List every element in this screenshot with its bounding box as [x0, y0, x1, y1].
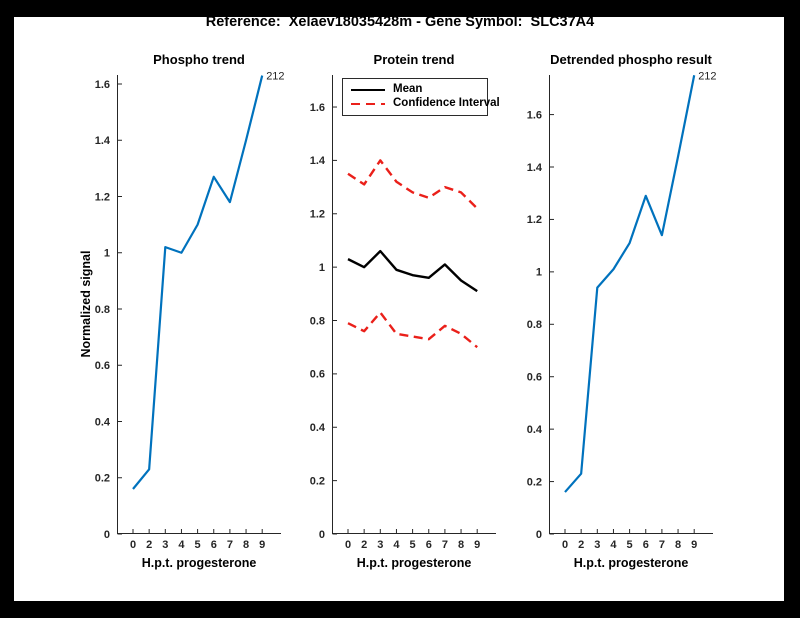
subplot1-title: Phospho trend: [153, 52, 245, 67]
legend-item-mean: Mean: [343, 84, 487, 96]
svg-text:6: 6: [643, 539, 649, 551]
svg-text:1.4: 1.4: [95, 135, 111, 147]
svg-text:9: 9: [691, 539, 697, 551]
legend: Mean Confidence Interval: [342, 78, 500, 116]
svg-text:1.6: 1.6: [95, 79, 110, 91]
svg-text:0: 0: [562, 539, 568, 551]
legend-label-mean: Mean: [393, 83, 423, 96]
svg-text:7: 7: [442, 539, 448, 551]
svg-text:0.2: 0.2: [95, 473, 110, 485]
svg-text:3: 3: [594, 539, 600, 551]
svg-text:0.6: 0.6: [95, 360, 110, 372]
svg-text:8: 8: [675, 539, 681, 551]
svg-text:0.2: 0.2: [310, 475, 325, 487]
svg-text:0: 0: [130, 539, 136, 551]
svg-text:0.4: 0.4: [527, 424, 543, 436]
svg-text:2: 2: [578, 539, 584, 551]
svg-text:0: 0: [345, 539, 351, 551]
svg-text:1: 1: [319, 262, 325, 274]
confidence-interval-line-sample: [351, 102, 385, 106]
svg-text:0: 0: [536, 529, 542, 541]
svg-text:0.8: 0.8: [527, 319, 542, 331]
svg-text:212: 212: [266, 71, 284, 83]
subplot3-title: Detrended phospho result: [550, 52, 712, 67]
svg-text:6: 6: [426, 539, 432, 551]
svg-text:1.4: 1.4: [527, 162, 543, 174]
svg-text:1.6: 1.6: [527, 109, 542, 121]
svg-text:1.2: 1.2: [310, 209, 325, 221]
svg-text:1.6: 1.6: [310, 102, 325, 114]
svg-text:7: 7: [227, 539, 233, 551]
legend-item-confidence-interval: Confidence Interval: [343, 98, 500, 110]
y-axis-label: Normalized signal: [79, 250, 93, 358]
svg-text:0.8: 0.8: [310, 315, 325, 327]
svg-text:0: 0: [104, 529, 110, 541]
svg-text:1.2: 1.2: [527, 214, 542, 226]
figure-title: Reference: Xelaev18035428m - Gene Symbol…: [205, 14, 595, 30]
svg-text:0.2: 0.2: [527, 476, 542, 488]
svg-text:2: 2: [146, 539, 152, 551]
svg-text:0.6: 0.6: [527, 372, 542, 384]
svg-text:9: 9: [474, 539, 480, 551]
svg-text:9: 9: [259, 539, 265, 551]
svg-text:7: 7: [659, 539, 665, 551]
x-axis-label-2: H.p.t. progesterone: [356, 556, 472, 570]
svg-text:8: 8: [243, 539, 249, 551]
svg-text:1.2: 1.2: [95, 191, 110, 203]
subplot2-title: Protein trend: [373, 52, 455, 67]
svg-text:4: 4: [178, 539, 185, 551]
mean-line-sample: [351, 88, 385, 92]
svg-text:0.6: 0.6: [310, 369, 325, 381]
svg-text:1: 1: [536, 267, 542, 279]
svg-text:6: 6: [211, 539, 217, 551]
svg-text:1.4: 1.4: [310, 155, 326, 167]
x-axis-label-3: H.p.t. progesterone: [573, 556, 689, 570]
svg-text:0.4: 0.4: [310, 422, 326, 434]
svg-text:2: 2: [361, 539, 367, 551]
svg-text:5: 5: [195, 539, 201, 551]
svg-text:0: 0: [319, 529, 325, 541]
svg-text:4: 4: [610, 539, 617, 551]
svg-text:3: 3: [162, 539, 168, 551]
x-axis-label-1: H.p.t. progesterone: [141, 556, 257, 570]
svg-text:0.4: 0.4: [95, 416, 111, 428]
svg-text:5: 5: [627, 539, 633, 551]
svg-text:5: 5: [410, 539, 416, 551]
svg-text:212: 212: [698, 70, 716, 82]
svg-text:8: 8: [458, 539, 464, 551]
svg-text:4: 4: [393, 539, 400, 551]
svg-text:3: 3: [377, 539, 383, 551]
protein-trend-plot: 00.20.40.60.811.21.41.60 2 3 4 5 6 7 8 9: [310, 75, 496, 551]
svg-text:0.8: 0.8: [95, 304, 110, 316]
legend-label-confidence-interval: Confidence Interval: [393, 97, 500, 110]
svg-text:1: 1: [104, 248, 110, 260]
